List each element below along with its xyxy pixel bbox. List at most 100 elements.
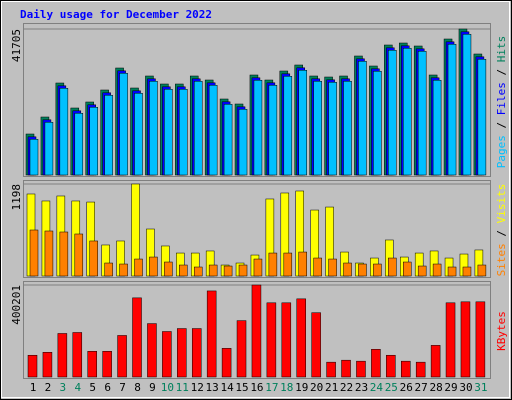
bar [358, 60, 367, 176]
x-tick-label: 4 [74, 381, 81, 394]
bar [87, 351, 97, 378]
bar [281, 302, 292, 378]
bar [343, 80, 352, 176]
bar [268, 85, 278, 176]
x-tick-label: 31 [474, 381, 487, 394]
bar [432, 79, 442, 176]
bar [134, 258, 143, 277]
bar [59, 88, 69, 176]
y-tick-label: 400201 [10, 285, 23, 325]
bar [251, 284, 262, 378]
bar [388, 49, 397, 176]
x-tick-label: 1 [30, 381, 37, 394]
bar [29, 229, 39, 277]
bar [477, 58, 487, 176]
bar [89, 106, 98, 176]
bar [179, 264, 188, 277]
bar [298, 251, 307, 277]
bar [475, 301, 486, 378]
bar [149, 256, 158, 277]
bar [268, 252, 278, 277]
bar [296, 298, 306, 378]
panel-frame [23, 180, 491, 278]
bar [102, 351, 112, 378]
bar [477, 264, 487, 277]
bar [162, 331, 172, 378]
x-tick-label: 24 [370, 381, 384, 394]
bar [283, 252, 293, 277]
x-tick-label: 23 [355, 381, 368, 394]
bar [266, 302, 277, 378]
x-tick-label: 28 [429, 381, 442, 394]
bar [401, 360, 411, 378]
legend-separator: / [495, 62, 508, 82]
legend-separator: / [495, 223, 508, 243]
x-tick-label: 27 [415, 381, 428, 394]
bar [313, 257, 322, 277]
panel-frame [23, 281, 491, 379]
bar [447, 43, 457, 176]
bar [89, 240, 98, 277]
bar [147, 323, 157, 378]
bar [134, 92, 143, 176]
bar [328, 82, 337, 176]
x-tick-label: 22 [340, 381, 353, 394]
bar [206, 290, 217, 378]
bar [57, 333, 68, 378]
panel-frame [23, 23, 491, 177]
bar [238, 264, 248, 277]
x-tick-label: 11 [176, 381, 189, 394]
bar [373, 263, 382, 277]
bar [328, 258, 337, 277]
bar [42, 352, 53, 378]
bar [74, 233, 84, 277]
bar [417, 51, 427, 176]
bar [208, 264, 218, 277]
bar [29, 139, 39, 176]
x-tick-label: 12 [191, 381, 204, 394]
x-tick-label: 2 [45, 381, 52, 394]
bar [432, 263, 442, 277]
bar [164, 261, 173, 277]
bar [356, 360, 366, 378]
bar [341, 359, 351, 378]
bar [447, 266, 457, 277]
bar [164, 88, 173, 176]
bar [462, 34, 472, 176]
legend: Sites / Visits [495, 184, 508, 277]
bar [253, 79, 263, 176]
bar [132, 297, 142, 378]
bar [415, 361, 426, 378]
bar [373, 71, 382, 176]
bar [44, 230, 54, 277]
bar [371, 349, 381, 378]
bar [104, 94, 113, 176]
legend-entry: Sites [495, 243, 508, 276]
bar [460, 301, 471, 378]
legend-entry: Visits [495, 184, 508, 224]
bar [223, 103, 233, 176]
bar [44, 122, 54, 176]
bar [119, 72, 128, 176]
bar [177, 328, 187, 378]
bar [326, 361, 336, 378]
legend-entry: KBytes [495, 311, 508, 351]
x-tick-label: 6 [104, 381, 111, 394]
x-tick-label: 26 [400, 381, 413, 394]
chart-title: Daily usage for December 2022 [20, 8, 212, 21]
bar [59, 231, 69, 277]
bar [179, 88, 188, 176]
bar [462, 266, 472, 277]
x-tick-label: 29 [444, 381, 457, 394]
bar [358, 263, 367, 277]
bar [298, 69, 307, 176]
panels [23, 23, 491, 379]
x-tick-label: 9 [149, 381, 156, 394]
y-tick-label: 1198 [10, 184, 23, 211]
bar [430, 345, 441, 378]
x-tick-label: 17 [265, 381, 278, 394]
x-tick-label: 3 [60, 381, 67, 394]
bar [403, 261, 412, 277]
